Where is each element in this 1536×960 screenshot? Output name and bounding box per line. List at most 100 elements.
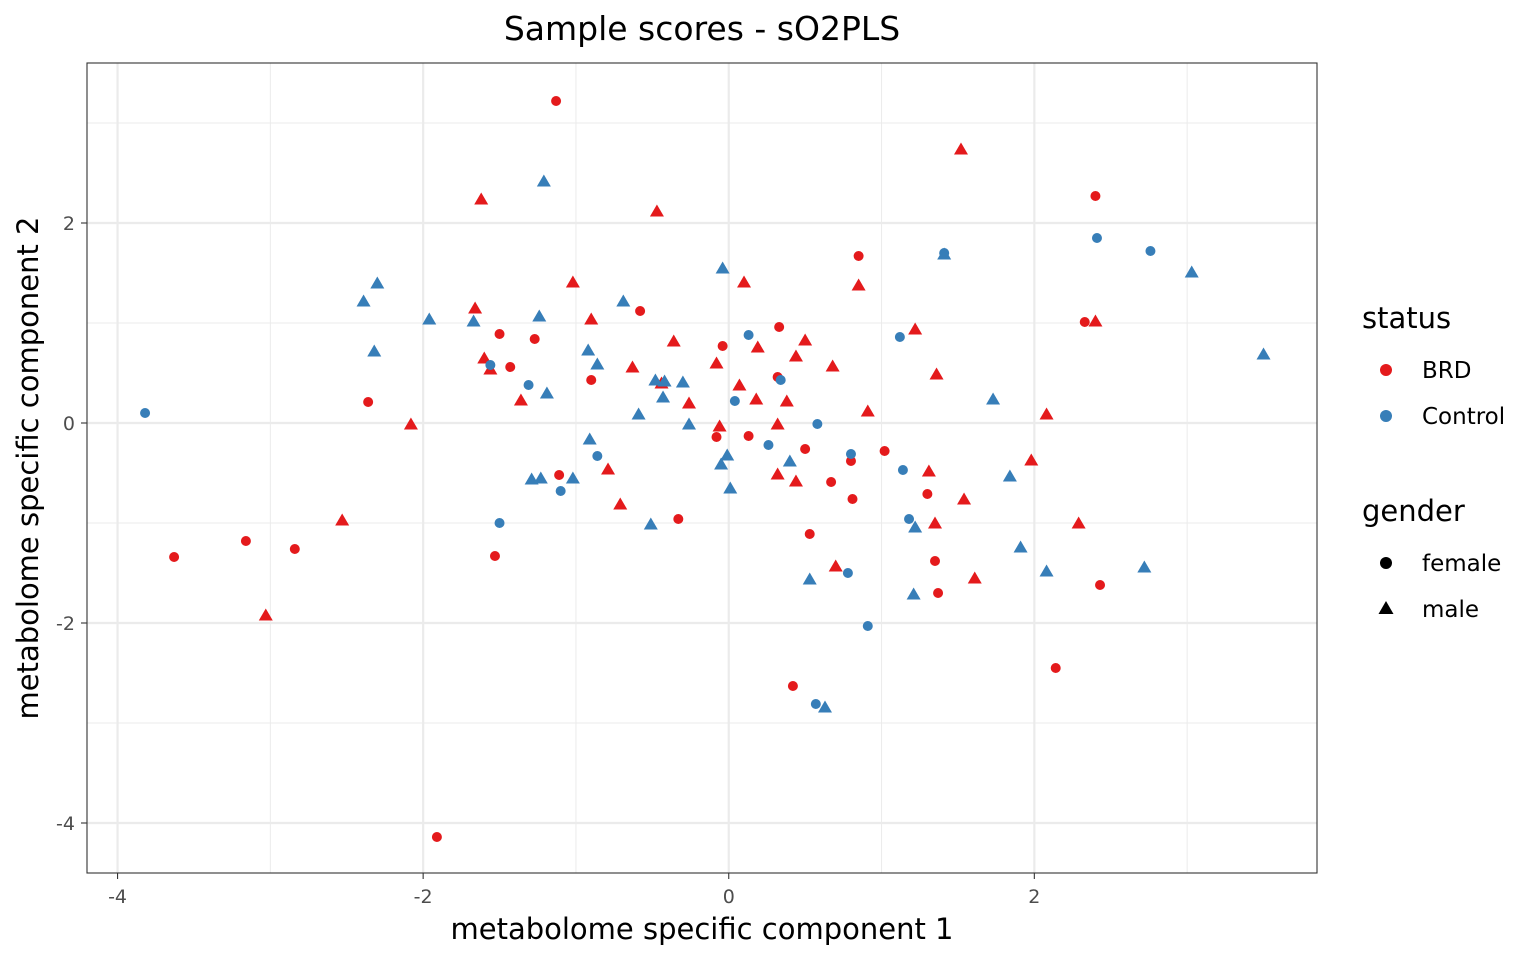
data-point-control-male (675, 375, 690, 388)
data-point-control-male (643, 517, 658, 530)
legend: status BRD Control gender female male (1362, 301, 1505, 623)
data-point-control-female (485, 360, 496, 370)
data-point-control-male (536, 174, 551, 187)
data-point-brd-female (431, 832, 442, 842)
data-point-brd-female (1050, 663, 1061, 673)
data-point-control-female (1091, 233, 1102, 243)
data-point-brd-female (853, 251, 864, 261)
legend-label-control: Control (1422, 404, 1505, 430)
data-point-control-male (986, 392, 1001, 405)
data-point-control-male (682, 417, 697, 430)
data-point-brd-female (554, 470, 565, 480)
data-point-control-male (539, 386, 554, 399)
data-point-control-male (581, 343, 596, 356)
data-point-brd-female (922, 489, 933, 499)
data-point-brd-female (529, 334, 540, 344)
data-point-brd-male (601, 462, 616, 475)
data-point-brd-male (788, 349, 803, 362)
data-point-control-male (657, 374, 672, 387)
x-tick-label: 2 (1028, 886, 1040, 908)
data-point-brd-female (717, 341, 728, 351)
data-point-control-male (616, 294, 631, 307)
data-point-brd-female (635, 306, 646, 316)
data-point-brd-female (489, 551, 500, 561)
data-point-brd-female (711, 432, 722, 442)
y-tick-label: 0 (63, 413, 75, 435)
y-tick-label: 2 (63, 213, 75, 235)
data-point-control-female (812, 419, 823, 429)
x-tick-label: 0 (723, 886, 735, 908)
data-point-control-male (1013, 540, 1028, 553)
data-point-brd-male (468, 301, 483, 314)
legend-key-brd (1380, 364, 1392, 376)
data-point-brd-male (258, 608, 273, 621)
data-point-control-male (782, 454, 797, 467)
data-point-brd-male (513, 393, 528, 406)
legend-key-female (1380, 557, 1392, 569)
data-point-brd-female (169, 552, 180, 562)
data-point-control-female (775, 375, 786, 385)
data-point-control-male (715, 261, 730, 274)
data-point-brd-female (494, 329, 505, 339)
data-point-brd-male (967, 571, 982, 584)
data-point-control-female (1145, 246, 1156, 256)
data-point-brd-male (1039, 407, 1054, 420)
legend-label-brd: BRD (1422, 358, 1471, 384)
data-point-control-male (631, 407, 646, 420)
data-point-brd-female (930, 556, 941, 566)
data-point-control-female (810, 699, 821, 709)
data-point-brd-female (1079, 317, 1090, 327)
data-point-brd-male (1024, 453, 1039, 466)
data-point-control-male (582, 432, 597, 445)
data-point-control-female (729, 396, 740, 406)
data-points (140, 96, 1271, 842)
data-point-brd-female (774, 322, 785, 332)
minor-gridlines (87, 63, 1317, 873)
data-point-brd-female (505, 362, 516, 372)
data-point-brd-male (825, 359, 840, 372)
data-point-brd-male (649, 204, 664, 217)
data-point-brd-male (928, 516, 943, 529)
data-point-control-male (356, 294, 371, 307)
data-point-control-male (656, 390, 671, 403)
major-gridlines (87, 63, 1317, 873)
data-point-control-male (714, 457, 729, 470)
x-tick-label: -4 (108, 886, 127, 908)
data-point-brd-male (851, 278, 866, 291)
data-point-brd-male (957, 492, 972, 505)
data-point-brd-male (929, 367, 944, 380)
data-point-brd-male (750, 340, 765, 353)
x-axis-ticks: -4 -2 0 2 (108, 873, 1040, 908)
data-point-control-female (555, 486, 566, 496)
data-point-brd-female (551, 96, 562, 106)
data-point-control-female (494, 518, 505, 528)
data-point-brd-male (732, 378, 747, 391)
data-point-brd-male (1088, 314, 1103, 327)
data-point-control-male (1184, 265, 1199, 278)
data-point-control-female (897, 465, 908, 475)
data-point-brd-female (933, 588, 944, 598)
data-point-brd-male (737, 275, 752, 288)
x-axis-title: metabolome specific component 1 (450, 912, 953, 946)
data-point-control-male (370, 276, 385, 289)
data-point-brd-male (798, 333, 813, 346)
data-point-control-male (532, 309, 547, 322)
data-point-brd-male (477, 351, 492, 364)
data-point-brd-female (586, 375, 597, 385)
data-point-brd-male (613, 497, 628, 510)
data-point-brd-male (335, 513, 350, 526)
data-point-control-male (590, 357, 605, 370)
data-point-control-male (1002, 469, 1017, 482)
data-point-brd-male (921, 464, 936, 477)
data-point-brd-male (770, 417, 785, 430)
data-point-control-male (1137, 560, 1152, 573)
data-point-brd-male (474, 192, 489, 205)
data-point-control-male (466, 314, 481, 327)
data-point-brd-female (673, 514, 684, 524)
data-point-control-female (523, 380, 534, 390)
data-point-control-female (894, 332, 905, 342)
legend-label-male: male (1422, 597, 1479, 623)
data-point-brd-male (828, 559, 843, 572)
data-point-control-female (592, 451, 603, 461)
